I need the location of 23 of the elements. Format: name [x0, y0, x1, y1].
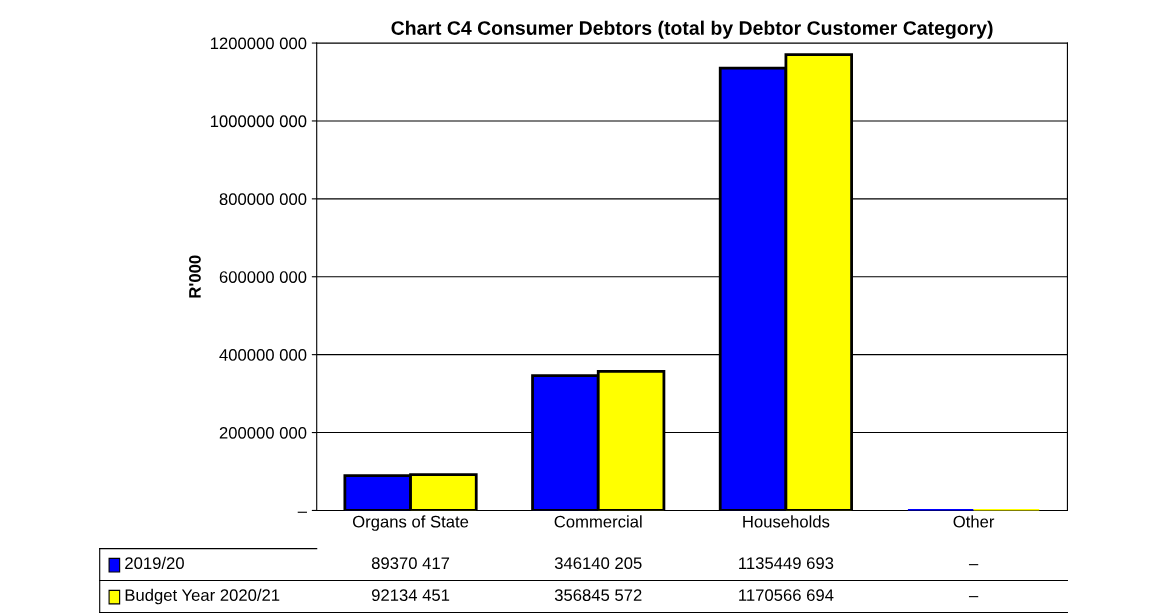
data-label: 92134 451 [371, 589, 450, 602]
data-label: 1135449 693 [739, 557, 834, 570]
data-label: 89370 417 [371, 557, 450, 570]
x-tick-label: Households [743, 515, 830, 528]
y-tick-label: 200000 000 [219, 426, 307, 439]
data-label: 356845 572 [554, 589, 642, 602]
data-label: – [968, 596, 979, 598]
chart-title: Chart C4 Consumer Debtors (total by Debtor Customer Category) [391, 20, 993, 39]
legend-label: Budget Year 2020/21 [125, 588, 280, 605]
data-label: 1170566 694 [739, 589, 834, 602]
y-tick-label: 1200000 000 [210, 37, 307, 50]
y-tick-label: 1000000 000 [210, 115, 307, 128]
x-tick-label: Organs of State [352, 515, 469, 531]
y-tick-label: 400000 000 [219, 349, 307, 361]
data-label: 346140 205 [554, 557, 642, 570]
y-axis-title: R'000 [189, 255, 201, 298]
y-tick-label: 600000 000 [219, 271, 307, 283]
data-label: – [968, 564, 979, 566]
x-tick-label: Commercial [554, 515, 642, 528]
x-tick-label: Other [953, 515, 995, 528]
legend-label: 2019/20 [125, 556, 184, 570]
y-tick-label: – [297, 511, 307, 513]
y-tick-label: 800000 000 [219, 193, 307, 206]
